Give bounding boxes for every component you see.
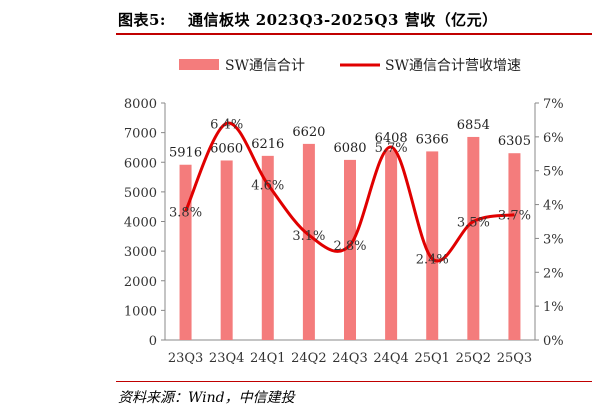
growth-value-label: 3.5% bbox=[457, 216, 490, 231]
category-label: 24Q4 bbox=[373, 351, 408, 366]
chart-legend: SW通信合计 SW通信合计营收增速 bbox=[179, 58, 521, 74]
revenue-bar-label: 6408 bbox=[375, 131, 408, 146]
revenue-bar-label: 6620 bbox=[292, 125, 325, 140]
right-tick-label: 4% bbox=[543, 199, 564, 214]
figure-title: 图表5: 通信板块 2023Q3-2025Q3 营收（亿元） bbox=[118, 9, 498, 30]
revenue-bar-label: 6216 bbox=[251, 137, 284, 152]
right-axis-ticks: 0% 1% 2% 3% 4% 5% 6% 7% bbox=[535, 97, 564, 349]
category-label: 23Q4 bbox=[209, 351, 244, 366]
left-tick-label: 3000 bbox=[124, 245, 157, 260]
left-tick-label: 1000 bbox=[124, 304, 157, 319]
right-tick-label: 2% bbox=[543, 266, 564, 281]
right-tick-label: 0% bbox=[543, 334, 564, 349]
category-labels: 23Q3 23Q4 24Q1 24Q2 24Q3 24Q4 25Q1 25Q2 25Q3 bbox=[168, 351, 532, 366]
revenue-bar-label: 6366 bbox=[416, 132, 449, 147]
legend-bar-label: SW通信合计 bbox=[225, 58, 305, 74]
right-tick-label: 3% bbox=[543, 232, 564, 247]
right-tick-label: 1% bbox=[543, 300, 564, 315]
right-tick-label: 5% bbox=[543, 165, 564, 180]
revenue-bar bbox=[261, 155, 274, 340]
revenue-bar bbox=[220, 160, 233, 340]
legend-bar-swatch bbox=[179, 59, 219, 70]
left-tick-label: 2000 bbox=[124, 275, 157, 290]
left-tick-label: 4000 bbox=[124, 216, 157, 231]
revenue-bar bbox=[508, 153, 521, 340]
growth-line bbox=[184, 121, 515, 263]
left-tick-label: 6000 bbox=[124, 156, 157, 171]
left-tick-label: 0 bbox=[149, 334, 157, 349]
revenue-bar-label: 6305 bbox=[498, 134, 531, 149]
figure-label: 图表5: bbox=[118, 11, 166, 29]
revenue-bar bbox=[385, 150, 398, 340]
growth-value-label: 3.7% bbox=[498, 209, 531, 224]
category-label: 24Q2 bbox=[291, 351, 326, 366]
figure-title-text: 通信板块 2023Q3-2025Q3 营收（亿元） bbox=[187, 11, 498, 29]
left-tick-label: 5000 bbox=[124, 186, 157, 201]
legend-line-label: SW通信合计营收增速 bbox=[385, 58, 521, 74]
revenue-bar bbox=[179, 164, 192, 340]
left-axis-ticks: 0 1000 2000 3000 4000 5000 6000 7000 8000 bbox=[124, 97, 165, 349]
category-label: 25Q2 bbox=[456, 351, 491, 366]
revenue-bar-label: 6080 bbox=[333, 141, 366, 156]
category-label: 24Q3 bbox=[332, 351, 367, 366]
growth-value-label: 5.7% bbox=[375, 141, 408, 156]
growth-value-label: 3.8% bbox=[169, 205, 202, 220]
growth-value-label: 6.4% bbox=[210, 117, 243, 132]
growth-value-label: 2.4% bbox=[416, 253, 449, 268]
revenue-bar bbox=[344, 159, 356, 340]
revenue-bar bbox=[426, 151, 439, 340]
revenue-bar bbox=[467, 136, 480, 340]
revenue-bar bbox=[302, 143, 315, 340]
source-note: 资料来源：Wind，中信建投 bbox=[118, 390, 295, 406]
revenue-bar-label: 6060 bbox=[210, 141, 243, 156]
bar-series bbox=[179, 136, 521, 340]
category-label: 24Q1 bbox=[250, 351, 285, 366]
left-tick-label: 7000 bbox=[124, 127, 157, 142]
growth-value-label: 3.1% bbox=[292, 229, 325, 244]
title-divider bbox=[116, 33, 592, 35]
category-label: 25Q3 bbox=[497, 351, 532, 366]
left-tick-label: 8000 bbox=[124, 97, 157, 112]
category-label: 23Q3 bbox=[168, 351, 203, 366]
bar-value-labels: 5916 6060 6216 6620 6080 6408 6366 6854 6305 bbox=[169, 118, 531, 161]
category-label: 25Q1 bbox=[414, 351, 449, 366]
revenue-bar-label: 6854 bbox=[457, 118, 490, 133]
growth-value-label: 4.6% bbox=[251, 178, 284, 193]
growth-value-label: 2.8% bbox=[333, 239, 366, 254]
right-tick-label: 7% bbox=[543, 97, 564, 112]
right-tick-label: 6% bbox=[543, 131, 564, 146]
revenue-bar-label: 5916 bbox=[169, 146, 202, 161]
growth-line-series bbox=[184, 121, 515, 263]
source-divider bbox=[116, 381, 592, 382]
growth-value-labels: 3.8% 6.4% 4.6% 3.1% 2.8% 5.7% 2.4% 3.5% 3.7% bbox=[169, 117, 531, 267]
